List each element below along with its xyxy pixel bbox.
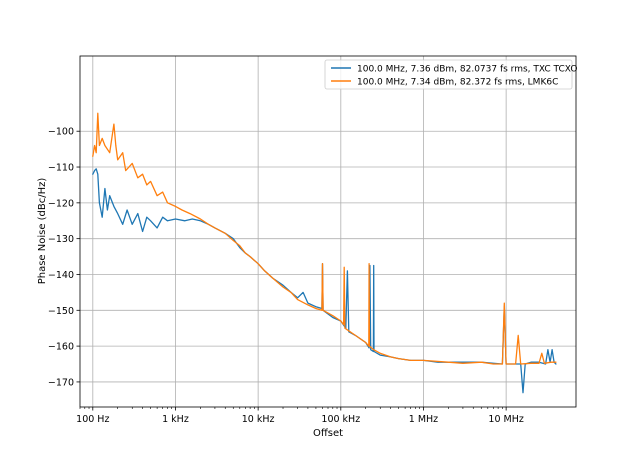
series-line-1 — [92, 112, 557, 365]
x-tick-label: 100 Hz — [76, 414, 109, 425]
x-tick-label: 10 MHz — [488, 414, 523, 425]
x-tick-label: 100 kHz — [321, 414, 360, 425]
y-tick-label: −150 — [48, 306, 74, 317]
series-layer — [92, 112, 557, 394]
legend-label-lmk: 100.0 MHz, 7.34 dBm, 82.372 fs rms, LMK6… — [357, 78, 558, 88]
y-tick-label: −170 — [48, 377, 74, 388]
y-tick-label: −160 — [48, 342, 74, 353]
y-tick-label: −100 — [48, 127, 74, 138]
y-tick-label: −120 — [48, 198, 74, 209]
legend-frame — [324, 59, 573, 90]
x-tick-label: 10 kHz — [242, 414, 275, 425]
y-tick-label: −130 — [48, 234, 74, 245]
x-tick-label: 1 kHz — [162, 414, 189, 425]
grid — [80, 56, 576, 407]
y-tick-label: −110 — [48, 163, 74, 174]
y-tick-label: −140 — [48, 270, 74, 281]
legend: 100.0 MHz, 7.36 dBm, 82.0737 fs rms, TXC… — [324, 59, 577, 90]
x-tick-label: 1 MHz — [409, 414, 438, 425]
axis-ticks: 100 Hz 1 kHz 10 kHz 100 kHz 1 MHz 10 MHz −100 −… — [48, 127, 524, 425]
legend-label-txc: 100.0 MHz, 7.36 dBm, 82.0737 fs rms, TXC… — [357, 65, 577, 75]
x-axis-label: Offset — [313, 428, 343, 439]
y-axis-label: Phase Noise (dBc/Hz) — [37, 178, 48, 285]
